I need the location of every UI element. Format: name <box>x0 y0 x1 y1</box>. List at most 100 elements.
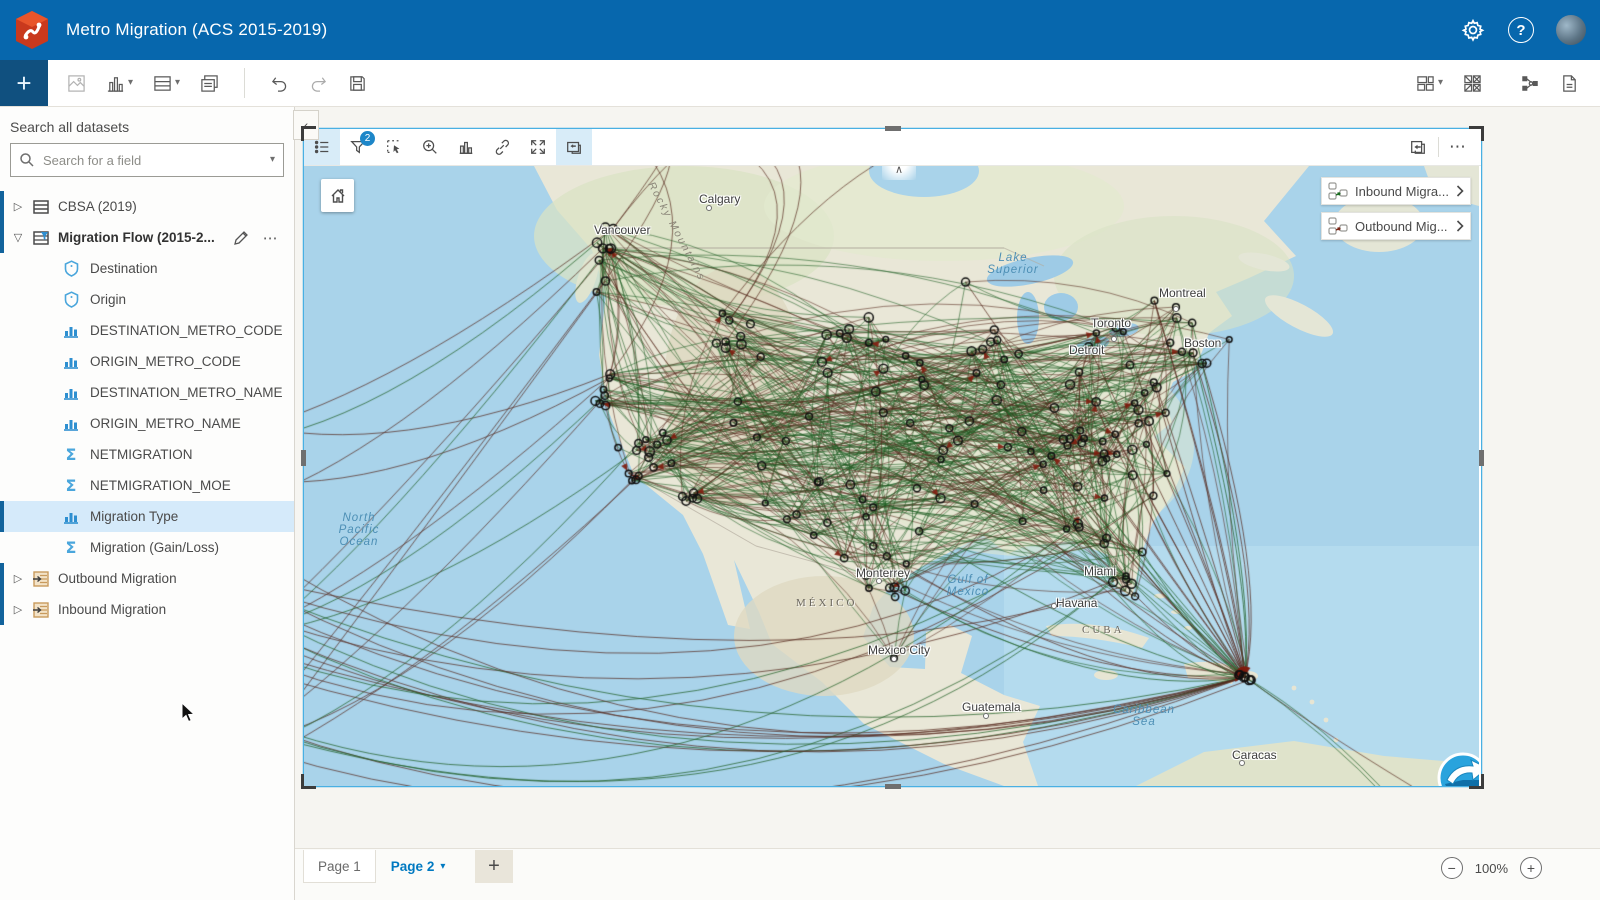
rename-pencil-icon[interactable] <box>233 230 249 246</box>
card-corner-handle[interactable] <box>1469 774 1484 789</box>
dataset-indicator <box>0 594 4 625</box>
zoom-level: 100% <box>1474 860 1508 876</box>
card-resize-handle[interactable] <box>884 784 901 789</box>
field-search-box[interactable]: ▾ <box>10 143 284 177</box>
dataset-options-icon[interactable]: ⋯ <box>262 229 278 247</box>
field-item[interactable]: Σ DESTINATION_METRO_CODE <box>0 315 294 346</box>
card-options-icon[interactable]: ⋯ <box>1449 137 1467 156</box>
field-item[interactable]: Σ DESTINATION_METRO_NAME <box>0 377 294 408</box>
map-card[interactable]: 2 <box>301 126 1484 789</box>
field-item[interactable]: Σ Migration Type <box>0 501 294 532</box>
field-item[interactable]: Σ Migration (Gain/Loss) <box>0 532 294 563</box>
expander-closed-icon[interactable]: ▷ <box>13 201 23 213</box>
zoom-out-button[interactable]: − <box>1440 857 1463 879</box>
card-corner-handle[interactable] <box>301 126 316 141</box>
page-tab[interactable]: Page 1 ▾ <box>303 850 376 883</box>
filter-button[interactable]: 2 <box>340 129 376 165</box>
field-list: Σ Destination Σ Origin Σ DESTINATION_MET… <box>0 253 294 563</box>
flip-card-button[interactable] <box>1400 138 1436 156</box>
analysis-view-button[interactable] <box>1514 68 1547 99</box>
number-field-icon: Σ <box>65 476 77 495</box>
insights-logo-icon[interactable] <box>14 10 50 50</box>
new-chart-button[interactable]: ▾ <box>99 68 140 99</box>
help-icon[interactable]: ? <box>1508 17 1534 43</box>
field-label: Destination <box>90 261 158 276</box>
search-caret-icon[interactable]: ▾ <box>269 154 275 165</box>
chevron-right-icon <box>1456 185 1464 197</box>
card-resize-handle[interactable] <box>1479 449 1484 466</box>
card-resize-handle[interactable] <box>884 126 901 131</box>
dataset-label: Migration Flow (2015-2... <box>58 230 215 245</box>
field-label: DESTINATION_METRO_CODE <box>90 323 283 338</box>
add-data-button[interactable]: + <box>0 60 48 106</box>
dataset-row-migration-flow[interactable]: ▽ Migration Flow (2015-2... ⋯ <box>0 222 294 253</box>
zoom-in-button[interactable]: + <box>1520 857 1542 879</box>
data-pane: Search all datasets ▾ ▷ CBSA (2019) ▽ Mi… <box>0 107 295 900</box>
dataset-indicator <box>0 222 4 253</box>
field-item[interactable]: Σ Destination <box>0 253 294 284</box>
field-label: NETMIGRATION_MOE <box>90 478 231 493</box>
save-button[interactable] <box>341 68 374 99</box>
expander-open-icon[interactable]: ▽ <box>13 232 23 244</box>
field-label: Origin <box>90 292 127 307</box>
field-label: ORIGIN_METRO_NAME <box>90 416 241 431</box>
field-item[interactable]: Σ Origin <box>0 284 294 315</box>
card-corner-handle[interactable] <box>301 774 316 789</box>
search-input[interactable] <box>41 151 264 169</box>
zoom-tools-button[interactable] <box>412 129 448 165</box>
card-settings-button[interactable] <box>556 129 592 165</box>
field-label: Migration Type <box>90 509 179 524</box>
field-item[interactable]: Σ ORIGIN_METRO_CODE <box>0 346 294 377</box>
location-field-icon <box>62 260 80 278</box>
page-tab-caret-icon[interactable]: ▾ <box>440 860 446 872</box>
expander-closed-icon[interactable]: ▷ <box>13 604 23 616</box>
undo-button[interactable] <box>263 68 296 99</box>
page-canvas: 2 <box>295 107 1600 900</box>
report-button[interactable] <box>1553 68 1586 99</box>
dataset-indicator <box>0 563 4 594</box>
workbook-title: Metro Migration (ACS 2015-2019) <box>66 20 328 39</box>
result-dataset-icon <box>33 570 49 587</box>
expander-closed-icon[interactable]: ▷ <box>13 573 23 585</box>
default-extent-button[interactable] <box>321 179 354 212</box>
field-label: ORIGIN_METRO_CODE <box>90 354 241 369</box>
field-item[interactable]: Σ NETMIGRATION_MOE <box>0 470 294 501</box>
flow-lines-layer <box>304 166 1479 786</box>
page-tabs: Page 1 ▾ Page 2 ▾ <box>303 850 460 883</box>
user-avatar[interactable] <box>1556 15 1586 45</box>
card-resize-handle[interactable] <box>301 449 306 466</box>
string-field-icon <box>62 384 80 402</box>
field-item[interactable]: Σ NETMIGRATION <box>0 439 294 470</box>
field-item[interactable]: Σ ORIGIN_METRO_NAME <box>0 408 294 439</box>
result-dataset-list: ▷ Outbound Migration ▷ Inbound Migration <box>0 563 294 625</box>
card-corner-handle[interactable] <box>1469 126 1484 141</box>
field-label: DESTINATION_METRO_NAME <box>90 385 283 400</box>
settings-gear-icon[interactable] <box>1460 17 1486 43</box>
page-tab[interactable]: Page 2 ▾ <box>376 850 461 883</box>
result-dataset-row[interactable]: ▷ Inbound Migration <box>0 594 294 625</box>
new-table-button[interactable]: ▾ <box>146 68 187 99</box>
card-filter-collapse-icon[interactable]: ∧ <box>882 166 916 180</box>
new-widget-button[interactable] <box>193 68 226 99</box>
layer-button[interactable]: Outbound Mig... <box>1321 212 1471 240</box>
collapse-data-pane-button[interactable]: ‹ <box>293 110 319 140</box>
redo-button[interactable] <box>302 68 335 99</box>
selection-tools-button[interactable] <box>376 129 412 165</box>
dataset-label: CBSA (2019) <box>58 199 137 214</box>
toolbar-divider <box>244 68 246 98</box>
page-layout-button[interactable]: ▾ <box>1409 68 1450 99</box>
result-dataset-label: Inbound Migration <box>58 602 167 617</box>
dataset-indicator <box>0 191 4 222</box>
add-page-button[interactable]: + <box>475 850 513 883</box>
map-view[interactable]: Calgary Vancouver Montreal Toronto Detro… <box>304 166 1479 786</box>
result-dataset-row[interactable]: ▷ Outbound Migration <box>0 563 294 594</box>
maximize-button[interactable] <box>520 129 556 165</box>
number-field-icon: Σ <box>65 538 77 557</box>
new-map-button[interactable] <box>60 68 93 99</box>
layer-button[interactable]: Inbound Migra... <box>1321 177 1471 205</box>
visualization-type-button[interactable] <box>448 129 484 165</box>
search-datasets-label: Search all datasets <box>10 119 130 135</box>
dataset-row-cbsa[interactable]: ▷ CBSA (2019) <box>0 191 294 222</box>
theme-button[interactable] <box>1456 68 1489 99</box>
link-button[interactable] <box>484 129 520 165</box>
